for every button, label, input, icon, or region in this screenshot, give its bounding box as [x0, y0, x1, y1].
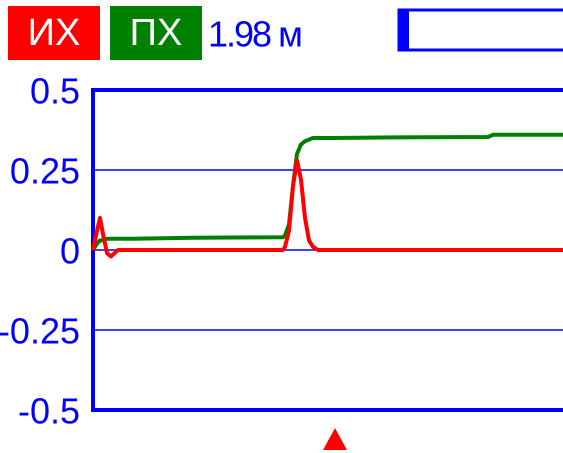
legend-swatch — [110, 6, 202, 60]
y-tick-label: -0.25 — [0, 311, 80, 352]
y-tick-label: 0 — [60, 231, 80, 272]
legend-label: ИХ — [28, 12, 81, 54]
y-tick-label: -0.5 — [18, 391, 80, 432]
legend-swatch — [8, 6, 100, 60]
y-tick-label: 0.25 — [10, 151, 80, 192]
y-tick-label: 0.5 — [30, 71, 80, 112]
cursor-marker — [323, 428, 347, 450]
annotation: 1.98 м — [208, 14, 301, 55]
series-line — [91, 158, 563, 259]
status-box-fill — [399, 10, 409, 50]
legend-label: ПХ — [130, 12, 183, 54]
